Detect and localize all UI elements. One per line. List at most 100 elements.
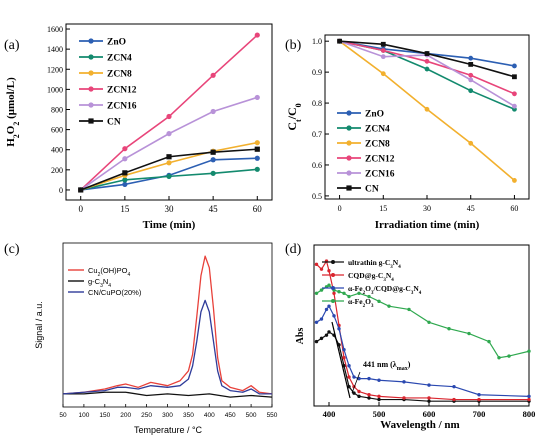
y-tick-label: 1200: [47, 65, 63, 74]
x-tick-label: 250: [141, 412, 152, 419]
panel-b-ticks: 0 15 30 45 60 0.5 0.6 0.7 0.8 0.9 1.0: [312, 37, 518, 213]
data-point-α-Fe2O3/CQD@g-C3N4: [477, 393, 481, 397]
legend-marker: [346, 170, 352, 176]
y-tick-label: 0.6: [312, 161, 322, 170]
panel-b: (b) 0 15 30 45 60 0.5 0.6 0.7 0.8 0.9 1.0 Irradiat…: [285, 34, 530, 231]
data-point-α-Fe2O3: [377, 299, 381, 304]
data-point-CN: [380, 41, 386, 47]
data-point-α-Fe2O3/CQD@g-C3N4: [367, 376, 371, 381]
data-point-ZCN4: [122, 177, 128, 183]
panel-a-series: [78, 32, 260, 193]
x-tick-label: 30: [165, 204, 175, 214]
legend-label: α-Fe2O3/CQD@g-C3N4: [348, 284, 422, 296]
data-point-ZCN16: [512, 103, 517, 109]
data-point-α-Fe2O3/CQD@g-C3N4: [332, 314, 336, 318]
data-point-ultrathin g-C3N4: [377, 397, 381, 402]
tangent-line: [331, 321, 351, 399]
data-point-α-Fe2O3/CQD@g-C3N4: [352, 375, 356, 379]
legend-marker: [331, 260, 335, 264]
data-point-α-Fe2O3/CQD@g-C3N4: [402, 380, 406, 384]
y-tick-label: 1400: [47, 45, 63, 54]
panel-c-ylabel: Signal / a.u.: [34, 301, 44, 349]
legend-label: ultrathin g-C3N4: [348, 258, 401, 270]
data-point-ZCN8: [166, 160, 172, 166]
x-tick-label: 400: [204, 412, 215, 419]
y-tick-label: 400: [51, 146, 63, 155]
data-point-CN: [254, 146, 260, 152]
data-point-ZCN12: [512, 91, 517, 97]
panel-d-legend: ultrathin g-C3N4CQD@g-C3N4α-Fe2O3/CQD@g-…: [322, 258, 422, 309]
data-point-ZCN12: [254, 32, 260, 38]
legend-marker: [346, 125, 352, 131]
data-point-ZCN8: [424, 106, 430, 112]
data-point-α-Fe2O3: [357, 291, 361, 295]
data-point-CQD@g-C3N4: [357, 389, 361, 394]
data-point-ultrathin g-C3N4: [367, 396, 371, 400]
data-point-ultrathin g-C3N4: [314, 339, 319, 344]
series-line-CN/CuPO(20%): [62, 299, 272, 395]
data-point-α-Fe2O3: [407, 307, 411, 312]
data-point-ZCN16: [468, 77, 474, 83]
data-point-CQD@g-C3N4: [347, 375, 351, 379]
x-tick-label: 15: [379, 204, 387, 213]
legend-label: CQD@g-C3N4: [348, 271, 394, 283]
panel-a-xlabel: Time (min): [143, 219, 196, 231]
legend-marker: [346, 155, 352, 161]
legend-label: ZCN12: [365, 155, 395, 165]
data-point-ZCN12: [166, 113, 172, 120]
data-point-CN: [122, 170, 128, 176]
x-tick-label: 60: [253, 204, 263, 214]
x-tick-label: 600: [423, 409, 436, 419]
legend-label: CN: [365, 185, 379, 195]
legend-marker: [88, 86, 94, 92]
data-point-ZCN4: [166, 173, 172, 179]
series-line-g-C3N4: [63, 391, 273, 398]
data-point-ZCN4: [210, 170, 216, 176]
data-point-CQD@g-C3N4: [332, 291, 336, 295]
data-point-CN: [210, 149, 216, 155]
panel-c-series: [62, 255, 273, 398]
x-tick-label: 30: [423, 204, 431, 213]
series-line-Cu2(OH)PO4: [62, 255, 273, 395]
y-tick-label: 800: [51, 105, 63, 114]
data-point-α-Fe2O3: [342, 291, 346, 295]
data-point-ZnO: [512, 63, 517, 69]
data-point-α-Fe2O3: [367, 294, 371, 299]
x-tick-label: 50: [59, 412, 67, 419]
data-point-α-Fe2O3/CQD@g-C3N4: [347, 364, 351, 368]
data-point-ZnO: [254, 155, 260, 161]
legend-marker: [346, 140, 352, 146]
panel-d-series: [314, 259, 531, 403]
data-point-ultrathin g-C3N4: [357, 394, 361, 399]
data-point-α-Fe2O3/CQD@g-C3N4: [377, 378, 381, 382]
y-tick-label: 0.9: [312, 68, 322, 77]
data-point-CQD@g-C3N4: [342, 356, 346, 360]
panel-a-ylabel: H2O2 (μmol/L): [5, 77, 21, 147]
x-tick-label: 800: [523, 409, 536, 419]
data-point-α-Fe2O3: [487, 339, 491, 344]
data-point-ZCN8: [468, 140, 474, 146]
data-point-α-Fe2O3/CQD@g-C3N4: [314, 320, 319, 324]
series-line-ZCN8: [80, 141, 258, 191]
data-point-ZnO: [468, 55, 474, 61]
legend-label: ZCN16: [365, 170, 395, 180]
data-point-α-Fe2O3: [527, 349, 531, 353]
y-tick-label: 1600: [47, 25, 63, 34]
x-tick-label: 200: [120, 412, 131, 419]
annotation-441nm: 441 nm (λmax): [363, 360, 411, 372]
legend-label: ZCN8: [365, 140, 390, 150]
legend-label: g-C3N4: [88, 277, 111, 289]
data-point-CN: [78, 187, 84, 193]
y-tick-label: 1.0: [312, 37, 322, 46]
y-tick-label: 200: [51, 166, 63, 175]
data-point-ZCN4: [468, 88, 474, 94]
data-point-ultrathin g-C3N4: [352, 391, 356, 395]
panel-a-label: (a): [4, 38, 20, 53]
data-point-CQD@g-C3N4: [427, 396, 431, 400]
data-point-ZCN12: [468, 72, 474, 78]
x-tick-label: 300: [162, 412, 173, 419]
x-tick-label: 400: [323, 409, 336, 419]
data-point-ZCN4: [424, 66, 430, 72]
